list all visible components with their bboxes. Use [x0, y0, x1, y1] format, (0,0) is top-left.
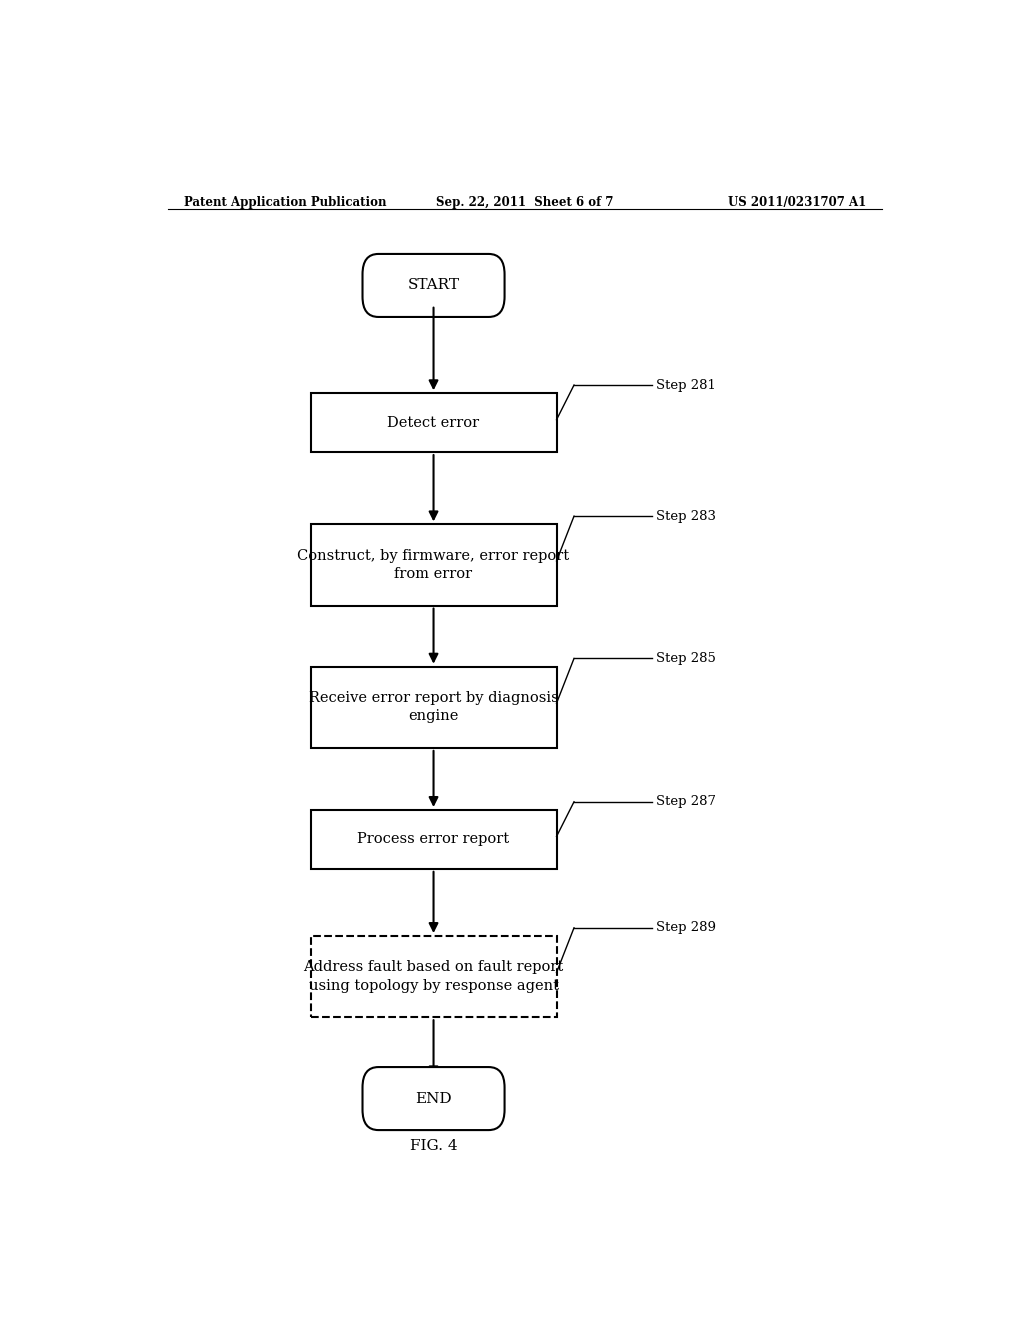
Text: Step 281: Step 281 [655, 379, 716, 392]
Text: Process error report: Process error report [357, 833, 510, 846]
Text: END: END [415, 1092, 452, 1106]
Bar [310, 667, 557, 748]
Text: US 2011/0231707 A1: US 2011/0231707 A1 [728, 195, 866, 209]
Text: Step 287: Step 287 [655, 795, 716, 808]
Text: START: START [408, 279, 460, 293]
Text: Step 285: Step 285 [655, 652, 716, 665]
Text: Receive error report by diagnosis
engine: Receive error report by diagnosis engine [308, 692, 558, 723]
Text: FIG. 4: FIG. 4 [410, 1139, 458, 1154]
Text: Patent Application Publication: Patent Application Publication [183, 195, 386, 209]
FancyBboxPatch shape [310, 936, 557, 1018]
FancyBboxPatch shape [362, 253, 505, 317]
FancyBboxPatch shape [362, 1067, 505, 1130]
Text: Address fault based on fault report
using topology by response agent: Address fault based on fault report usin… [303, 961, 563, 993]
Text: Step 289: Step 289 [655, 921, 716, 935]
Text: Detect error: Detect error [387, 416, 479, 430]
Bar [310, 810, 557, 869]
Bar [310, 393, 557, 453]
Bar [310, 524, 557, 606]
Text: Step 283: Step 283 [655, 510, 716, 523]
Text: Construct, by firmware, error report
from error: Construct, by firmware, error report fro… [298, 549, 569, 581]
Text: Sep. 22, 2011  Sheet 6 of 7: Sep. 22, 2011 Sheet 6 of 7 [436, 195, 613, 209]
